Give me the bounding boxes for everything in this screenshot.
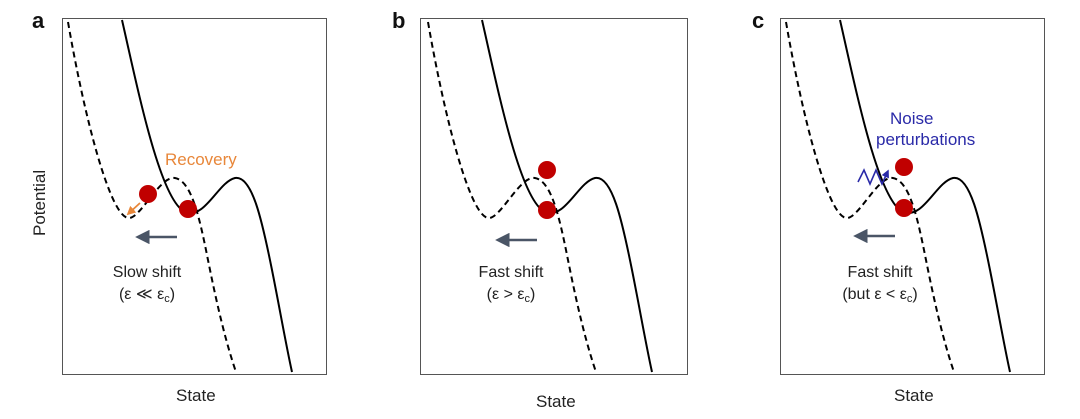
panel-b-caption: Fast shift (ε > εc): [456, 262, 566, 310]
panel-a-curves: [67, 19, 293, 373]
x-axis-label-a: State: [176, 386, 216, 405]
panel-letter-c: c: [752, 8, 765, 33]
panel-b-ball-upper: [538, 161, 556, 179]
panel-a-caption-line2: (ε ≪ εc): [118, 286, 176, 305]
panel-a-caption-line1: Slow shift: [112, 264, 182, 281]
panel-c-ball-current: [895, 199, 913, 217]
noise-label-line1: Noise: [890, 109, 934, 128]
panel-b-caption-line1: Fast shift: [478, 264, 544, 281]
panel-c-frame: [780, 18, 1045, 375]
panel-a-solid-potential: [121, 19, 293, 373]
panel-b-dashed-potential: [427, 21, 597, 373]
panel-c-curves: [785, 19, 1011, 373]
panel-b-curves: [427, 19, 653, 373]
panel-c-solid-potential: [839, 19, 1011, 373]
panel-c-caption-line2: (but ε < εc): [842, 286, 918, 305]
panel-a-caption: Slow shift (ε ≪ εc): [92, 262, 202, 310]
panel-a-frame: [62, 18, 327, 375]
panel-a-dashed-potential: [67, 21, 237, 373]
panel-b-solid-potential: [481, 19, 653, 373]
recovery-label: Recovery: [165, 150, 237, 169]
panel-letter-a: a: [32, 8, 45, 33]
panel-c-caption-line1: Fast shift: [847, 264, 913, 281]
panel-c-caption: Fast shift (but ε < εc): [815, 262, 945, 310]
panel-c-ball-perturbed: [895, 158, 913, 176]
noise-label-line2: perturbations: [876, 130, 976, 149]
panel-letter-b: b: [392, 8, 406, 33]
panel-a-ball-shifted: [139, 185, 157, 203]
x-axis-label-b: State: [536, 392, 576, 411]
panel-c-noise-arrow: [857, 167, 889, 187]
panel-b-caption-line2: (ε > εc): [486, 286, 536, 305]
panel-b-frame: [420, 18, 688, 375]
panel-b-ball-current: [538, 201, 556, 219]
panel-a-ball-current: [179, 200, 197, 218]
panel-c-dashed-potential: [785, 21, 955, 373]
panel-a-recovery-arrow: [126, 202, 141, 216]
noise-perturbations-label: Noise perturbations: [876, 108, 975, 150]
x-axis-label-c: State: [894, 386, 934, 405]
